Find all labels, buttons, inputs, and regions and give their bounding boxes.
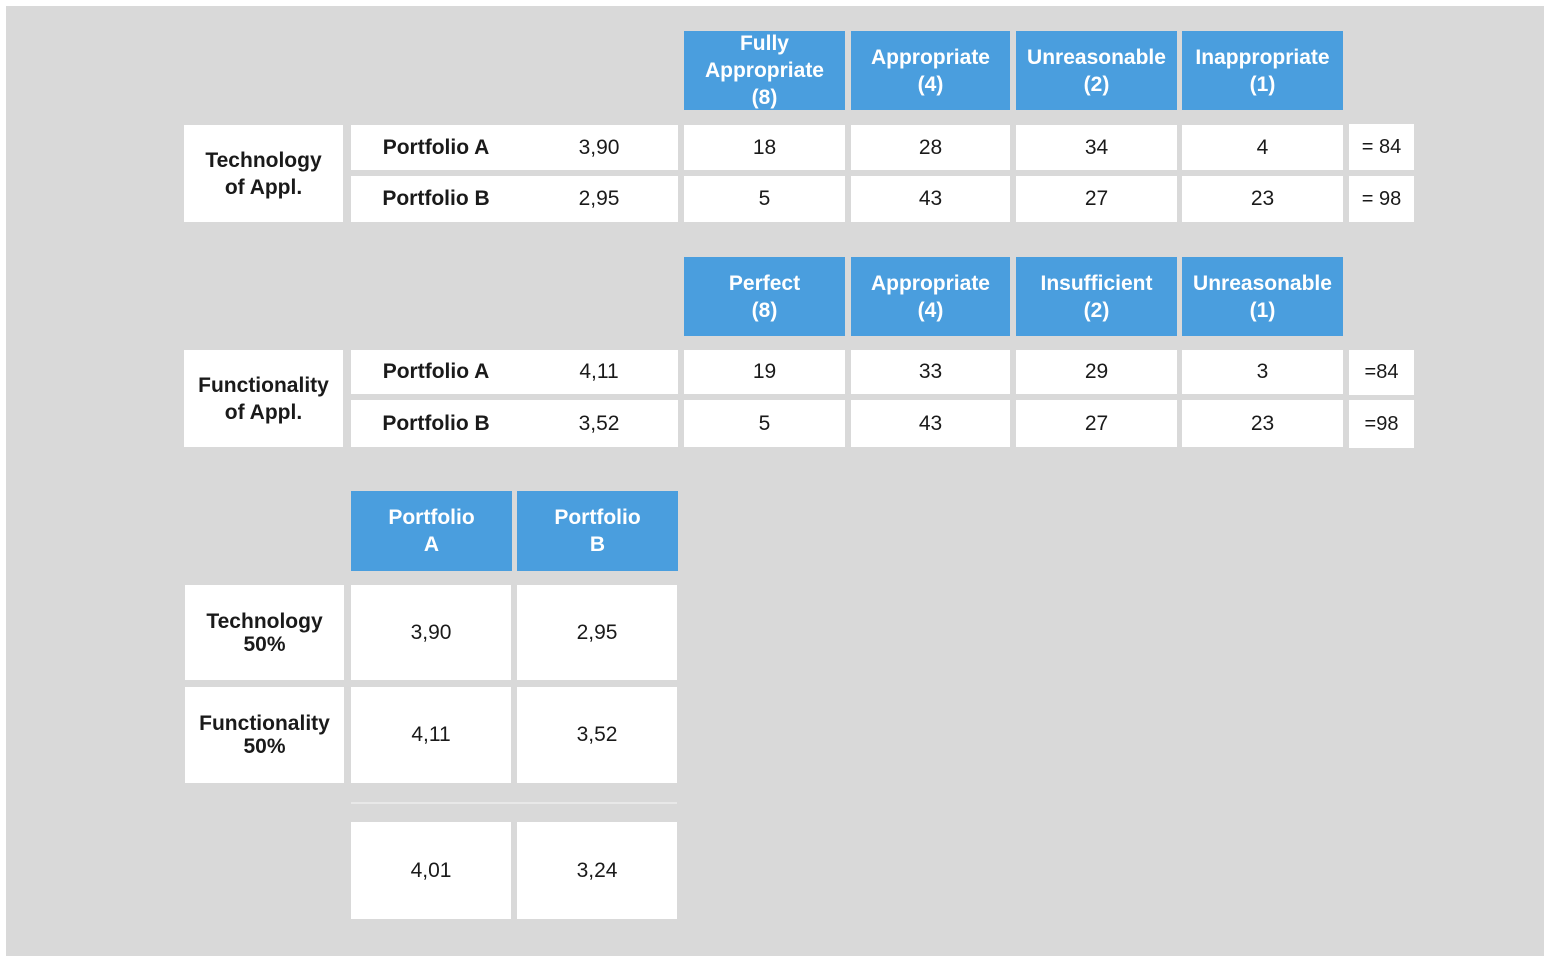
t3-header-portfolio-b: Portfolio B xyxy=(517,491,678,571)
t3-row-functionality-label: Functionality 50% xyxy=(185,687,344,783)
t1-row-a-appropriate: 28 xyxy=(851,125,1010,170)
t2-row-b-appropriate: 43 xyxy=(851,400,1010,447)
t2-row-b-unreasonable: 23 xyxy=(1182,400,1343,447)
t2-row-a-appropriate: 33 xyxy=(851,350,1010,394)
t3-header-portfolio-a: Portfolio A xyxy=(351,491,512,571)
t1-row-b-fully-appropriate: 5 xyxy=(684,176,845,222)
t2-row-a-perfect: 19 xyxy=(684,350,845,394)
t2-header-insufficient: Insufficient (2) xyxy=(1016,257,1177,336)
t2-row-a-total: =84 xyxy=(1349,350,1414,395)
t1-row-b-unreasonable: 27 xyxy=(1016,176,1177,222)
t3-row-functionality-portfolio-b: 3,52 xyxy=(517,687,677,783)
t2-group-label: Functionality of Appl. xyxy=(184,350,343,447)
t2-header-unreasonable: Unreasonable (1) xyxy=(1182,257,1343,336)
t3-total-portfolio-b: 3,24 xyxy=(517,822,677,919)
t2-row-b-name: Portfolio B xyxy=(351,400,521,447)
t1-header-inappropriate: Inappropriate (1) xyxy=(1182,31,1343,110)
t1-row-b-score: 2,95 xyxy=(520,176,678,222)
t3-row-technology-portfolio-a: 3,90 xyxy=(351,585,511,680)
t2-row-b-total: =98 xyxy=(1349,400,1414,448)
t1-header-appropriate: Appropriate (4) xyxy=(851,31,1010,110)
t1-row-a-unreasonable: 34 xyxy=(1016,125,1177,170)
t1-group-label: Technology of Appl. xyxy=(184,125,343,222)
t1-row-a-total: = 84 xyxy=(1349,124,1414,170)
t2-row-a-score: 4,11 xyxy=(520,350,678,394)
t3-total-divider xyxy=(351,802,677,804)
t1-row-b-appropriate: 43 xyxy=(851,176,1010,222)
t1-row-a-fully-appropriate: 18 xyxy=(684,125,845,170)
t3-row-technology-label: Technology 50% xyxy=(185,585,344,680)
t1-row-b-inappropriate: 23 xyxy=(1182,176,1343,222)
t1-row-a-name: Portfolio A xyxy=(351,125,521,170)
t2-row-b-perfect: 5 xyxy=(684,400,845,447)
t3-total-portfolio-a: 4,01 xyxy=(351,822,511,919)
t2-row-a-name: Portfolio A xyxy=(351,350,521,394)
t1-row-a-inappropriate: 4 xyxy=(1182,125,1343,170)
t2-row-b-score: 3,52 xyxy=(520,400,678,447)
t1-header-unreasonable: Unreasonable (2) xyxy=(1016,31,1177,110)
t2-row-a-unreasonable: 3 xyxy=(1182,350,1343,394)
t1-header-fully-appropriate: Fully Appropriate (8) xyxy=(684,31,845,110)
t3-row-technology-portfolio-b: 2,95 xyxy=(517,585,677,680)
t1-row-b-total: = 98 xyxy=(1349,176,1414,222)
t2-header-appropriate: Appropriate (4) xyxy=(851,257,1010,336)
t1-row-b-name: Portfolio B xyxy=(351,176,521,222)
t1-row-a-score: 3,90 xyxy=(520,125,678,170)
t2-header-perfect: Perfect (8) xyxy=(684,257,845,336)
t2-row-b-insufficient: 27 xyxy=(1016,400,1177,447)
t3-row-functionality-portfolio-a: 4,11 xyxy=(351,687,511,783)
t2-row-a-insufficient: 29 xyxy=(1016,350,1177,394)
